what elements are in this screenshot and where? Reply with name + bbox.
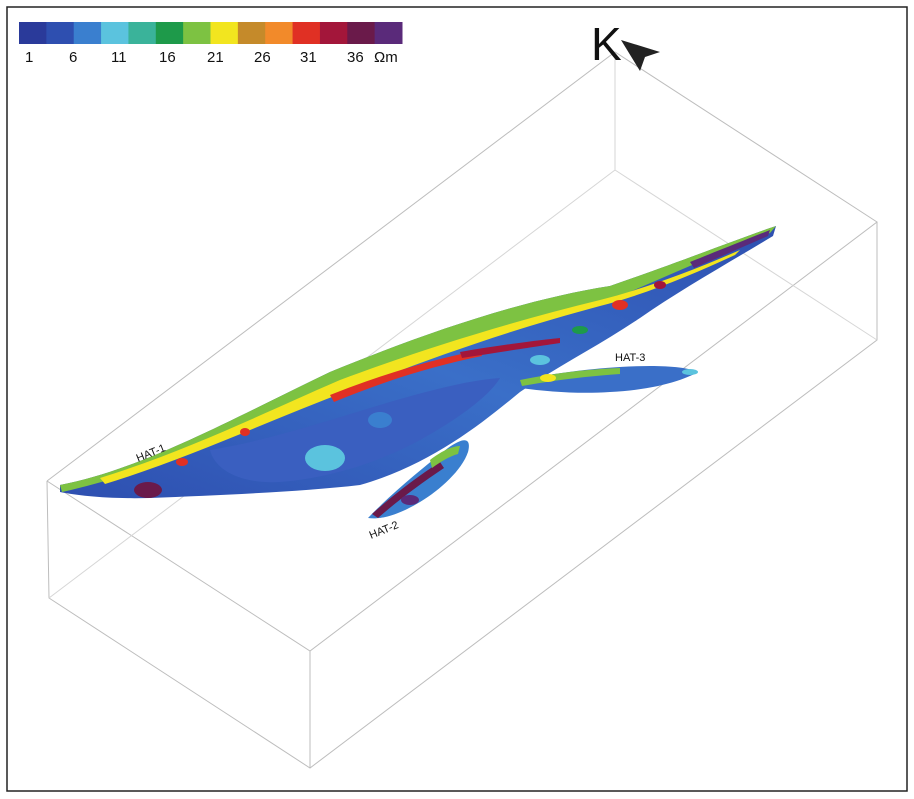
colorbar-tick-21: 21 — [207, 49, 224, 66]
colorbar-cell — [374, 22, 403, 44]
figure-frame — [6, 6, 908, 792]
colorbar-tick-labels: 1 6 11 16 21 26 31 36 Ωm — [25, 49, 398, 66]
colorbar-cell — [155, 22, 184, 44]
colorbar-tick-6: 6 — [69, 49, 77, 66]
colorbar-cell — [347, 22, 376, 44]
colorbar-cell — [210, 22, 239, 44]
colorbar-cell — [237, 22, 266, 44]
colorbar-cell — [265, 22, 294, 44]
colorbar-tick-26: 26 — [254, 49, 271, 66]
resistivity-sections — [60, 226, 776, 519]
colorbar-cell — [46, 22, 75, 44]
colorbar-cell — [19, 22, 47, 44]
colorbar-cell — [128, 22, 157, 44]
colorbar-tick-31: 31 — [300, 49, 317, 66]
north-label: K — [591, 18, 622, 70]
colorbar-cell — [101, 22, 129, 44]
north-arrow: K — [591, 18, 660, 71]
colorbar-cell — [292, 22, 321, 44]
colorbar-tick-11: 11 — [111, 49, 127, 66]
section-hat-2 — [368, 440, 469, 519]
colorbar-tick-16: 16 — [159, 49, 176, 66]
colorbar-cell — [319, 22, 348, 44]
profile-label-hat-2: HAT-2 — [368, 519, 401, 541]
section-hat-3 — [520, 366, 698, 393]
colorbar-tick-1: 1 — [25, 49, 33, 66]
section-hat-1 — [60, 226, 776, 499]
colorbar-cell — [73, 22, 102, 44]
colorbar: 1 6 11 16 21 26 31 36 Ωm — [19, 22, 403, 66]
colorbar-cells — [19, 22, 403, 44]
profile-label-hat-3: HAT-3 — [615, 352, 645, 364]
colorbar-unit: Ωm — [374, 49, 398, 66]
colorbar-tick-36: 36 — [347, 49, 364, 66]
north-arrow-icon — [621, 40, 660, 71]
colorbar-cell — [183, 22, 211, 44]
